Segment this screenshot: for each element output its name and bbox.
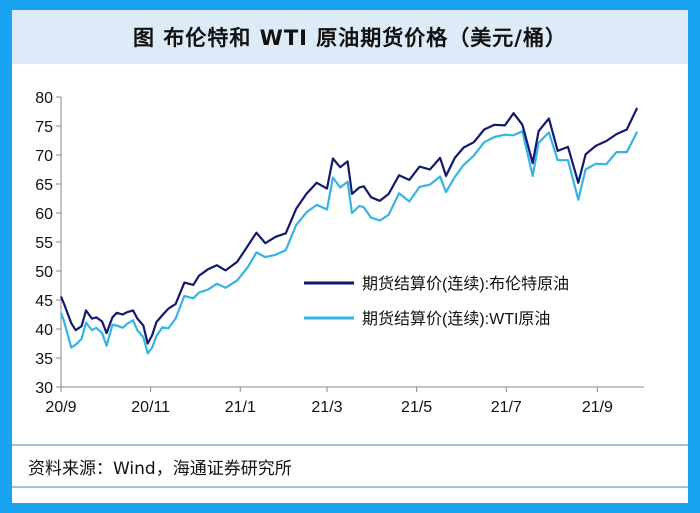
source-note: 资料来源：Wind，海通证券研究所: [12, 444, 688, 488]
series-layer: [59, 107, 639, 355]
y-tick-label: 45: [35, 293, 53, 310]
y-tick-label: 80: [35, 90, 53, 107]
x-tick-label: 21/7: [491, 399, 522, 416]
chart-title: 图 布伦特和 WTI 原油期货价格（美元/桶）: [12, 10, 688, 64]
x-tick-label: 20/9: [45, 399, 76, 416]
y-tick-label: 30: [35, 380, 53, 397]
x-tick-label: 21/3: [311, 399, 342, 416]
y-tick-label: 55: [35, 235, 53, 252]
y-tick-label: 70: [35, 148, 53, 165]
x-tick-label: 20/11: [131, 399, 170, 416]
legend-label-brent: 期货结算价(连续):布伦特原油: [362, 274, 569, 293]
figure-panel: 图 布伦特和 WTI 原油期货价格（美元/桶） 30 35 40 45 50 55 60 65…: [12, 10, 688, 503]
x-tick-label: 21/5: [401, 399, 432, 416]
legend: 期货结算价(连续):布伦特原油 期货结算价(连续):WTI原油: [304, 274, 569, 328]
chart-svg: 30 35 40 45 50 55 60 65 70 75 80 20/9 20/11 21/1 21/3…: [35, 90, 644, 416]
y-tick-label: 60: [35, 206, 53, 223]
wti-series-line: [59, 130, 639, 355]
y-axis: 30 35 40 45 50 55 60 65 70 75 80: [35, 90, 62, 397]
y-tick-label: 40: [35, 322, 53, 339]
y-tick-label: 65: [35, 177, 53, 194]
y-tick-label: 35: [35, 351, 53, 368]
x-tick-label: 21/1: [225, 399, 256, 416]
chart-area: 30 35 40 45 50 55 60 65 70 75 80 20/9 20/11 21/1 21/3…: [12, 64, 688, 444]
brent-series-line: [59, 107, 639, 345]
y-tick-label: 75: [35, 119, 53, 136]
legend-label-wti: 期货结算价(连续):WTI原油: [362, 309, 550, 328]
y-tick-label: 50: [35, 264, 53, 281]
x-tick-label: 21/9: [582, 399, 613, 416]
x-axis: 20/9 20/11 21/1 21/3 21/5 21/7 21/9: [45, 386, 644, 416]
